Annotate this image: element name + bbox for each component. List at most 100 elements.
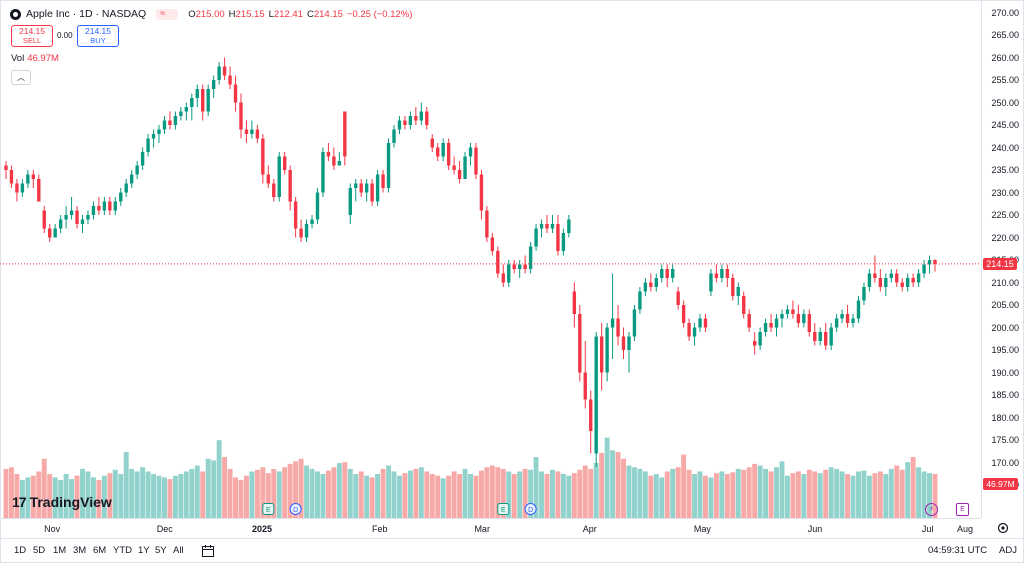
volume-bar [866, 475, 872, 518]
symbol-title[interactable]: Apple Inc · 1D · NASDAQ [26, 8, 147, 20]
adjustment-toggle[interactable]: ADJ [999, 545, 1017, 556]
candle [15, 179, 19, 202]
volume-bar [801, 474, 807, 518]
candle [643, 278, 648, 296]
candle [556, 215, 560, 256]
range-button-3m[interactable]: 3M [73, 545, 87, 556]
calendar-icon[interactable] [201, 544, 215, 558]
volume-bar [41, 458, 47, 518]
candle-body [873, 273, 877, 278]
volume-bar [9, 467, 14, 518]
candle-body [343, 111, 347, 157]
candle [37, 174, 41, 202]
candle-body [272, 183, 276, 197]
volume-bar [528, 469, 534, 518]
volume-bar [916, 467, 922, 518]
earnings-marker[interactable]: E [262, 503, 275, 515]
candle-body [403, 120, 407, 125]
range-button-all[interactable]: All [173, 545, 184, 556]
candle-body [501, 273, 505, 283]
volume-bar [407, 470, 413, 518]
candle-body [135, 165, 139, 175]
candle [517, 260, 522, 278]
range-button-5d[interactable]: 5D [33, 545, 46, 556]
volume-bar [577, 469, 583, 518]
candle [550, 215, 555, 233]
buy-button[interactable]: 214.15 BUY [77, 25, 119, 47]
gear-icon[interactable] [997, 522, 1009, 534]
candle-body [457, 170, 462, 179]
range-button-1m[interactable]: 1M [53, 545, 67, 556]
candle [119, 188, 123, 206]
utc-clock[interactable]: 04:59:31 UTC [928, 545, 988, 556]
dividend-marker[interactable]: D [289, 503, 302, 515]
lightning-event-icon[interactable]: ⚡ [925, 503, 938, 516]
volume-bar [550, 469, 555, 518]
candle [31, 170, 36, 188]
upcoming-earnings-marker[interactable]: E [956, 503, 969, 516]
volume-bar [386, 465, 391, 518]
volume-bar [839, 471, 845, 518]
candle-body [813, 332, 817, 341]
candle [485, 206, 489, 242]
candle-body [31, 174, 36, 179]
candle [97, 197, 101, 215]
candle [791, 300, 795, 319]
range-button-1d[interactable]: 1D [14, 545, 27, 556]
range-button-ytd[interactable]: YTD [113, 545, 132, 556]
price-tick-label: 240.00 [991, 142, 1019, 153]
candle-body [381, 174, 385, 188]
candle-body [58, 219, 63, 229]
tradingview-logo[interactable]: 17 TradingView [12, 494, 112, 510]
candle-body [375, 174, 380, 202]
candle-body [419, 111, 424, 121]
volume-bar [795, 471, 801, 518]
volume-bar [391, 471, 397, 518]
volume-bar [74, 475, 80, 518]
volume-bar [347, 468, 353, 518]
candle [856, 296, 861, 323]
price-tick-label: 255.00 [991, 75, 1019, 85]
volume-bar [211, 460, 217, 518]
candle-body [824, 332, 828, 346]
candle-body [638, 291, 642, 310]
price-tick-label: 210.00 [991, 277, 1019, 288]
collapse-legend-button[interactable]: ︿ [11, 70, 31, 85]
chart-pane[interactable]: E D E D Apple Inc · 1D · NASDAQ ≈ O 215.00 H… [0, 0, 981, 518]
candle [834, 314, 839, 332]
market-status-badge[interactable]: ≈ [156, 8, 179, 20]
candle-body [627, 336, 631, 350]
volume-bar [216, 440, 222, 518]
volume-bar [790, 473, 796, 518]
candle-body [468, 147, 473, 157]
range-button-1y[interactable]: 1Y [138, 545, 150, 556]
earnings-marker[interactable]: E [497, 503, 510, 515]
spread-value: 0.00 [57, 31, 73, 40]
candle-body [791, 309, 795, 314]
volume-bar [763, 468, 769, 518]
candle-body [676, 291, 680, 305]
time-axis[interactable]: Nov Dec 2025 Feb Mar Apr May Jun Jul Aug [0, 518, 981, 539]
volume-bar [134, 471, 140, 518]
dividend-marker[interactable]: D [524, 503, 537, 515]
volume-bar [670, 468, 676, 518]
volume-bar [626, 465, 632, 518]
marker-label: D [528, 507, 533, 514]
open-label: O [188, 8, 196, 20]
candle-body [140, 152, 145, 166]
sell-button[interactable]: 214.15 SELL [11, 25, 53, 47]
candle [337, 152, 342, 166]
candle [627, 332, 631, 373]
candle [862, 282, 866, 305]
candle [4, 161, 8, 179]
volume-bar [571, 473, 577, 518]
candle-body [665, 269, 669, 278]
candle [408, 111, 413, 130]
range-button-5y[interactable]: 5Y [155, 545, 167, 556]
range-button-6m[interactable]: 6M [93, 545, 107, 556]
sell-label: SELL [22, 36, 42, 45]
volume-bar [604, 437, 610, 518]
volume-legend[interactable]: Vol 46.97M [11, 53, 59, 64]
candle [315, 188, 320, 224]
